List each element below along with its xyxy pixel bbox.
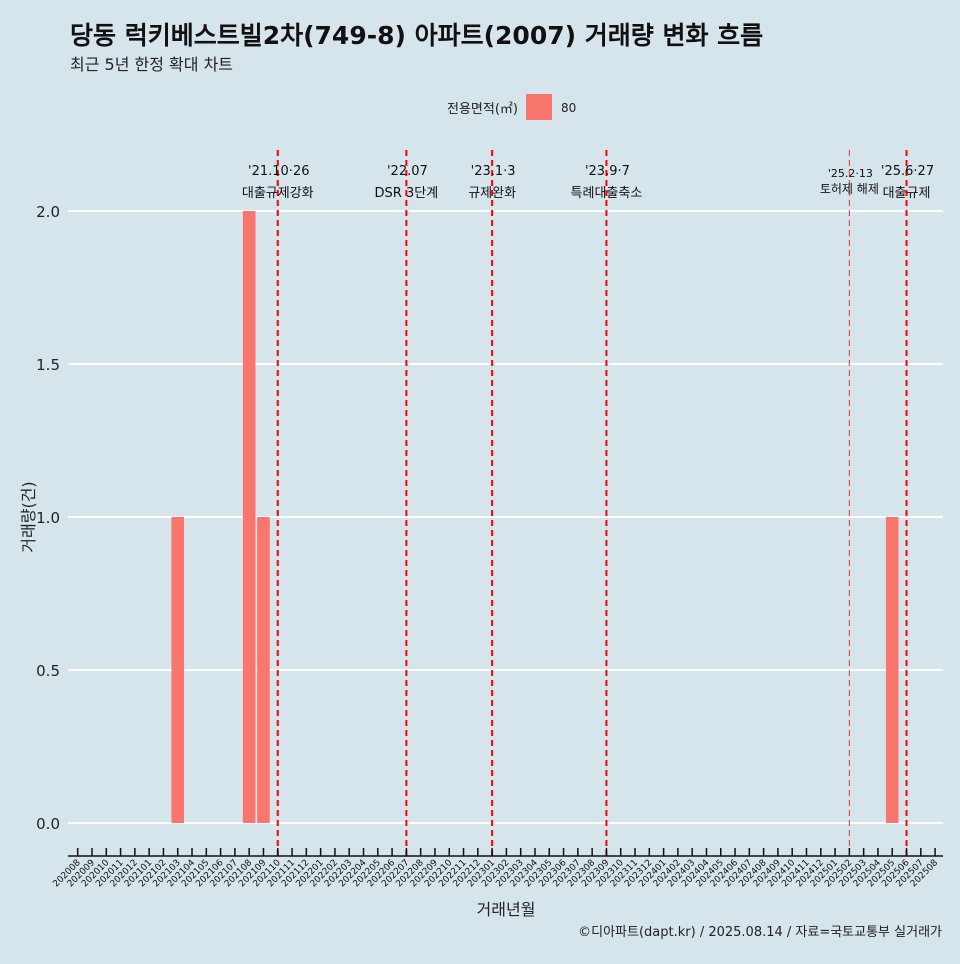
- event-label: 규제완화: [468, 186, 516, 201]
- event-label: DSR 3단계: [375, 186, 439, 201]
- caption: ©디아파트(dapt.kr) / 2025.08.14 / 자료=국토교통부 실…: [578, 925, 942, 940]
- event-label: 특례대출축소: [571, 186, 643, 201]
- legend-title: 전용면적(㎡): [447, 102, 518, 117]
- event-label: 토허제 해제: [820, 182, 879, 196]
- event-date: '22.07: [387, 164, 428, 179]
- bar-202108: [242, 211, 256, 823]
- y-tick-label: 1.0: [36, 509, 60, 527]
- event-label: 대출규제강화: [242, 186, 314, 201]
- x-axis-label: 거래년월: [477, 900, 536, 919]
- bar-202109: [257, 517, 270, 823]
- chart-title: 당동 럭키베스트빌2차(749-8) 아파트(2007) 거래량 변화 흐름: [70, 21, 763, 50]
- event-date: '25.2·13: [828, 167, 873, 180]
- bar-202505: [885, 517, 899, 823]
- y-axis-label: 거래량(건): [19, 481, 38, 552]
- legend-label: 80: [561, 101, 576, 115]
- y-tick-label: 0.5: [36, 662, 60, 680]
- y-tick-label: 2.0: [36, 203, 60, 221]
- bar-202103: [171, 517, 185, 823]
- legend-swatch: [526, 94, 552, 120]
- event-label: 대출규제: [883, 186, 931, 201]
- event-date: '23.1·3: [471, 164, 516, 179]
- y-tick-label: 1.5: [36, 356, 60, 374]
- chart-subtitle: 최근 5년 한정 확대 차트: [70, 55, 233, 74]
- event-date: '25.6·27: [881, 164, 934, 179]
- event-date: '21.10·26: [248, 164, 309, 179]
- legend: 전용면적(㎡) 80: [447, 94, 576, 120]
- y-tick-label: 0.0: [36, 815, 60, 833]
- event-date: '23.9·7: [585, 164, 630, 179]
